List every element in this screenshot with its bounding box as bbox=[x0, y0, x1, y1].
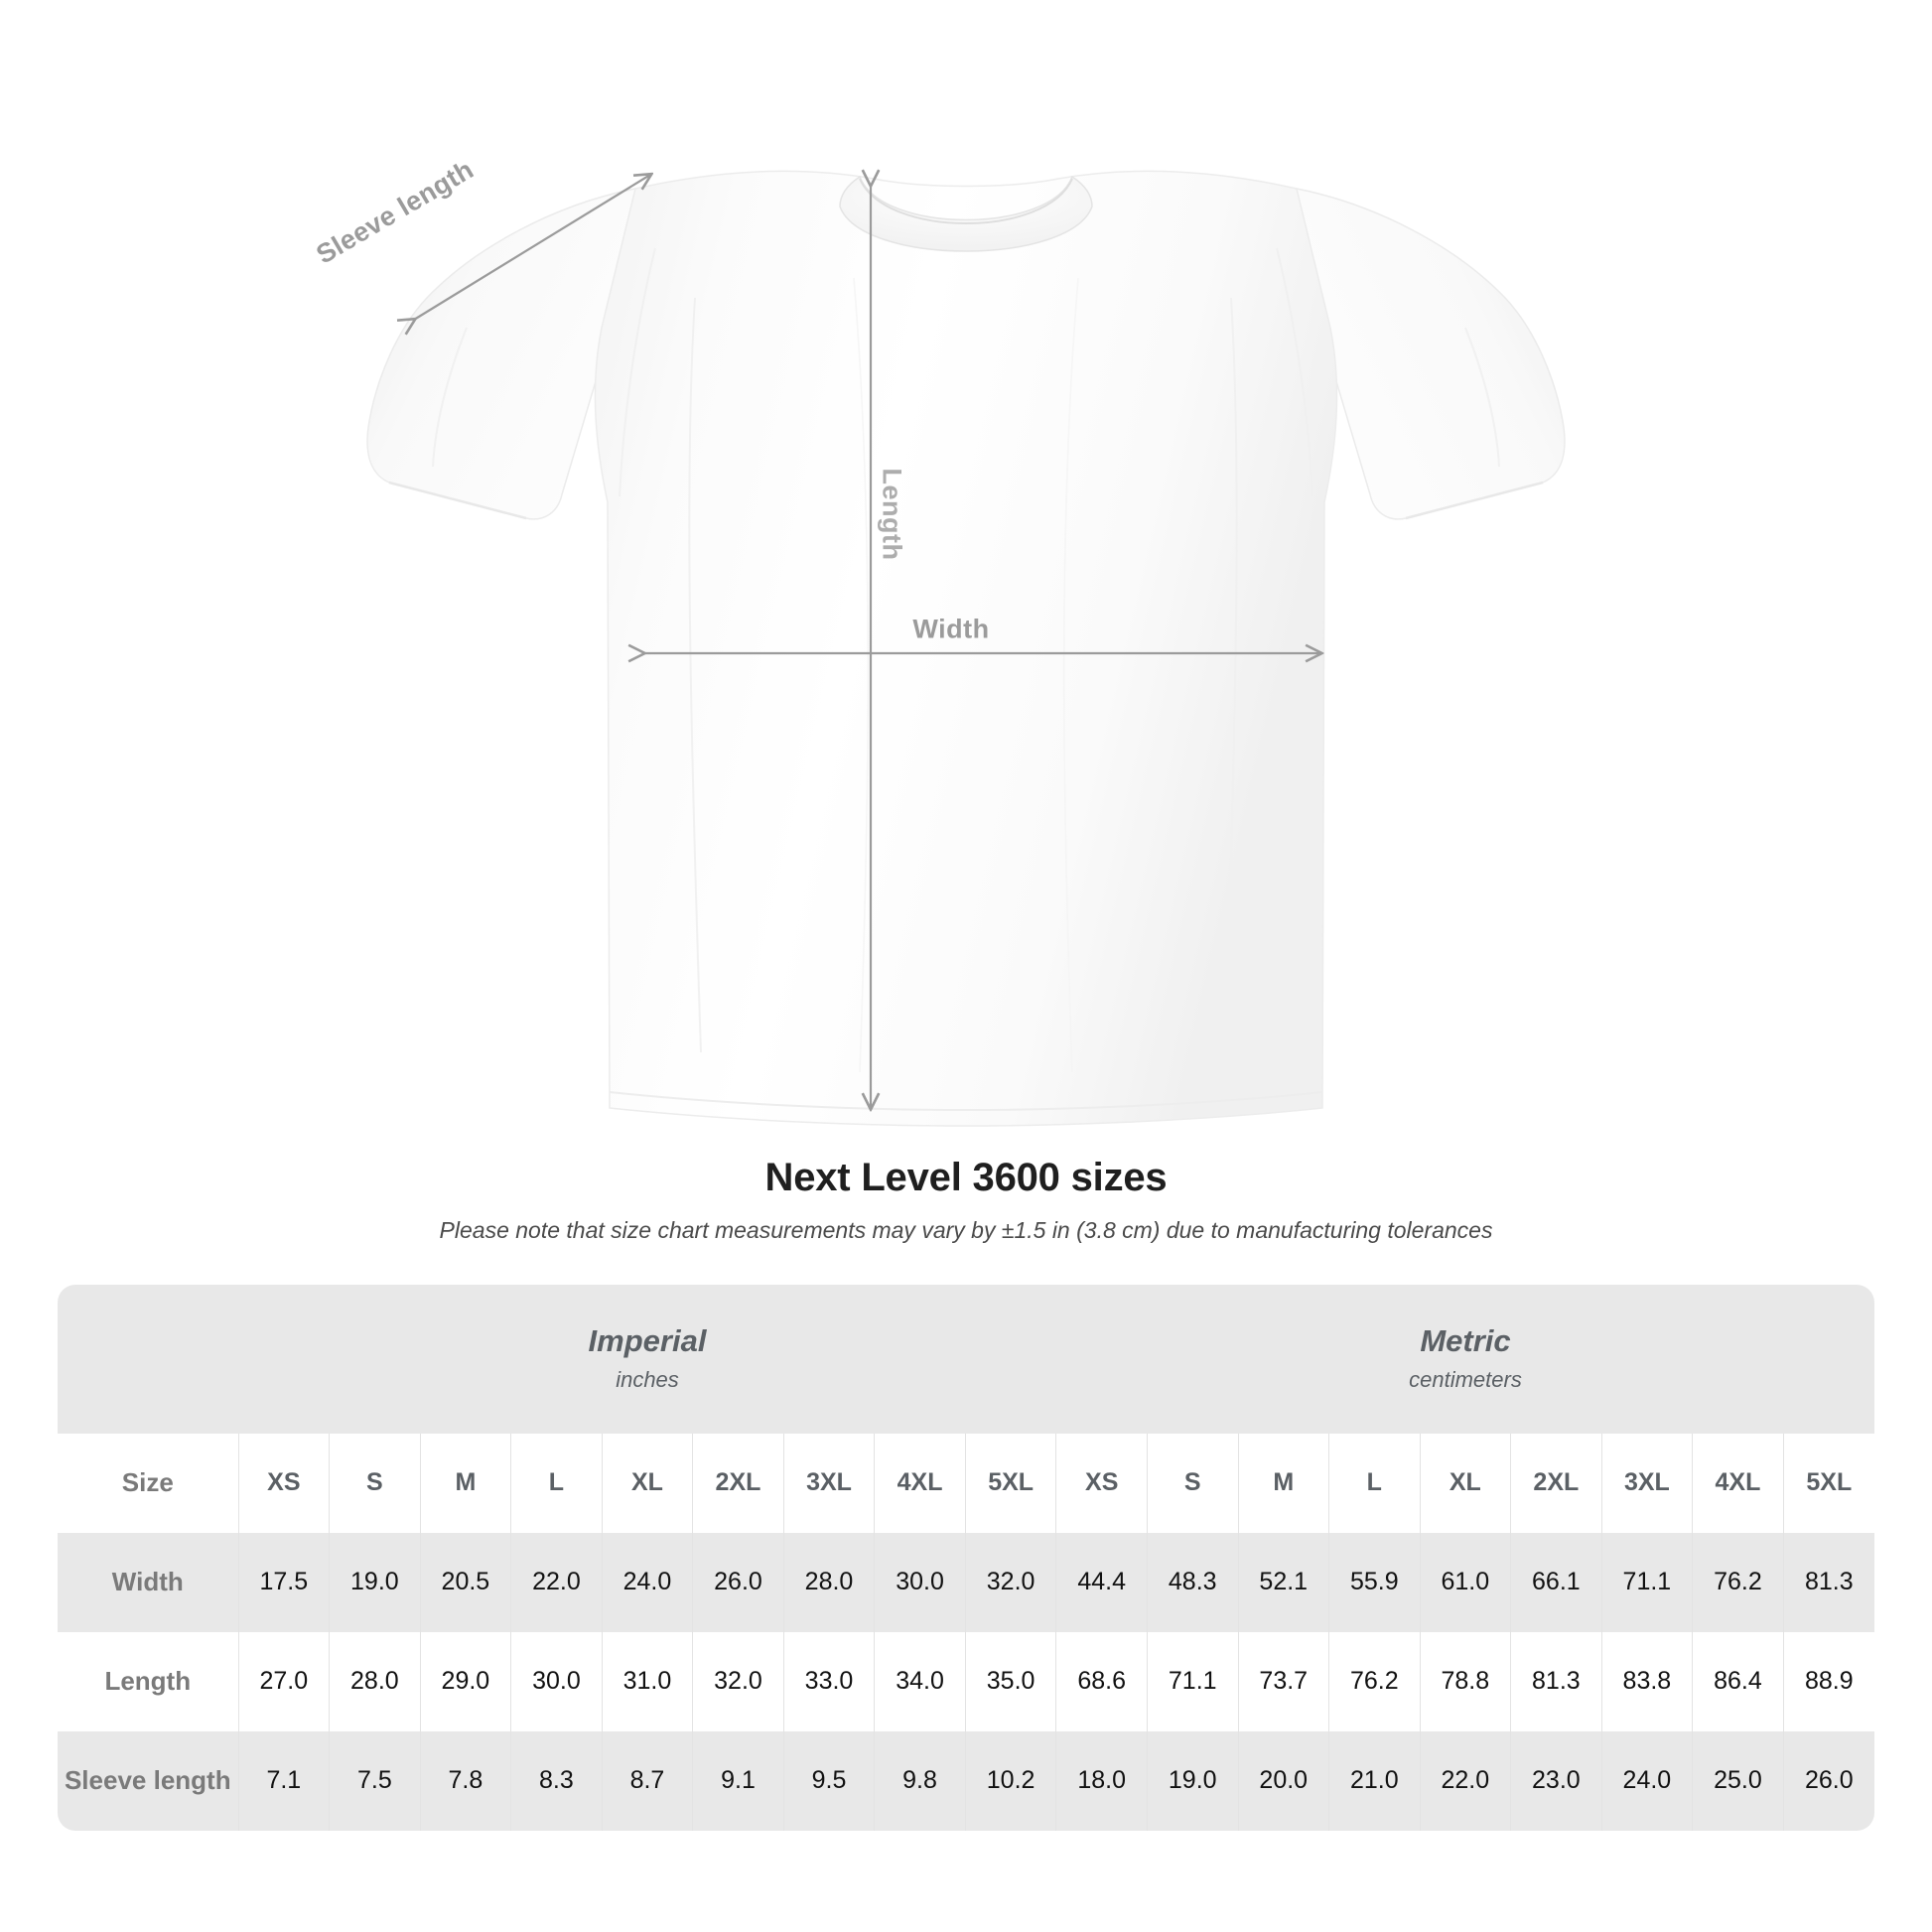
cell-sleeve-metric-xl: 22.0 bbox=[1419, 1730, 1511, 1831]
tshirt-measurement-diagram: Sleeve length Length Width bbox=[311, 154, 1566, 1127]
cell-sleeve-imperial-xl: 8.7 bbox=[601, 1730, 693, 1831]
cell-length-imperial-xs: 27.0 bbox=[237, 1631, 330, 1731]
cell-width-metric-3xl: 71.1 bbox=[1600, 1532, 1693, 1632]
cell-length-imperial-4xl: 34.0 bbox=[874, 1631, 966, 1731]
cell-length-metric-s: 71.1 bbox=[1146, 1631, 1238, 1731]
size-header-metric-xl: XL bbox=[1419, 1433, 1511, 1533]
tolerance-note: Please note that size chart measurements… bbox=[439, 1217, 1493, 1243]
size-header-imperial-4xl: 4XL bbox=[874, 1433, 966, 1533]
size-header-label: Size bbox=[58, 1433, 239, 1533]
cell-width-metric-l: 55.9 bbox=[1328, 1532, 1421, 1632]
size-header-metric-4xl: 4XL bbox=[1692, 1433, 1784, 1533]
cell-width-imperial-3xl: 28.0 bbox=[782, 1532, 875, 1632]
size-header-metric-l: L bbox=[1328, 1433, 1421, 1533]
cell-sleeve-metric-5xl: 26.0 bbox=[1782, 1730, 1874, 1831]
size-header-metric-m: M bbox=[1237, 1433, 1329, 1533]
cell-length-metric-xl: 78.8 bbox=[1419, 1631, 1511, 1731]
cell-sleeve-imperial-3xl: 9.5 bbox=[782, 1730, 875, 1831]
cell-width-metric-4xl: 76.2 bbox=[1692, 1532, 1784, 1632]
cell-sleeve-metric-3xl: 24.0 bbox=[1600, 1730, 1693, 1831]
unit-group-metric-name: Metric bbox=[1420, 1322, 1511, 1358]
cell-width-imperial-xs: 17.5 bbox=[237, 1532, 330, 1632]
size-header-imperial-l: L bbox=[510, 1433, 603, 1533]
cell-length-imperial-s: 28.0 bbox=[329, 1631, 421, 1731]
cell-length-imperial-3xl: 33.0 bbox=[782, 1631, 875, 1731]
size-table-wrapper: Imperial inches Metric centimeters Size … bbox=[58, 1284, 1874, 1831]
page-title: Next Level 3600 sizes bbox=[764, 1156, 1168, 1199]
cell-length-imperial-xl: 31.0 bbox=[601, 1631, 693, 1731]
cell-sleeve-imperial-4xl: 9.8 bbox=[874, 1730, 966, 1831]
cell-width-metric-2xl: 66.1 bbox=[1510, 1532, 1602, 1632]
cell-length-imperial-l: 30.0 bbox=[510, 1631, 603, 1731]
cell-sleeve-metric-s: 19.0 bbox=[1146, 1730, 1238, 1831]
cell-width-metric-xs: 44.4 bbox=[1055, 1532, 1148, 1632]
cell-sleeve-metric-2xl: 23.0 bbox=[1510, 1730, 1602, 1831]
size-header-imperial-xs: XS bbox=[237, 1433, 330, 1533]
size-header-imperial-m: M bbox=[419, 1433, 511, 1533]
size-header-imperial-s: S bbox=[329, 1433, 421, 1533]
length-label: Length bbox=[877, 468, 907, 561]
row-label-width: Width bbox=[58, 1532, 239, 1632]
cell-length-metric-2xl: 81.3 bbox=[1510, 1631, 1602, 1731]
table-row: Sleeve length 7.1 7.5 7.8 8.3 8.7 9.1 9.… bbox=[58, 1730, 1874, 1831]
title-block: Next Level 3600 sizes Please note that s… bbox=[0, 1156, 1932, 1245]
cell-width-imperial-4xl: 30.0 bbox=[874, 1532, 966, 1632]
cell-length-metric-xs: 68.6 bbox=[1055, 1631, 1148, 1731]
cell-sleeve-imperial-xs: 7.1 bbox=[237, 1730, 330, 1831]
cell-length-imperial-m: 29.0 bbox=[419, 1631, 511, 1731]
row-label-sleeve-length: Sleeve length bbox=[58, 1730, 239, 1831]
cell-width-metric-xl: 61.0 bbox=[1419, 1532, 1511, 1632]
cell-width-imperial-5xl: 32.0 bbox=[964, 1532, 1056, 1632]
unit-group-metric-sub: centimeters bbox=[1409, 1366, 1522, 1392]
cell-sleeve-metric-m: 20.0 bbox=[1237, 1730, 1329, 1831]
table-row: Width 17.5 19.0 20.5 22.0 24.0 26.0 28.0… bbox=[58, 1532, 1874, 1632]
size-header-metric-s: S bbox=[1146, 1433, 1238, 1533]
cell-sleeve-imperial-m: 7.8 bbox=[419, 1730, 511, 1831]
cell-sleeve-metric-l: 21.0 bbox=[1328, 1730, 1421, 1831]
size-chart-table: Imperial inches Metric centimeters Size … bbox=[58, 1284, 1874, 1831]
cell-sleeve-imperial-5xl: 10.2 bbox=[964, 1730, 1056, 1831]
size-header-metric-5xl: 5XL bbox=[1782, 1433, 1874, 1533]
cell-sleeve-metric-xs: 18.0 bbox=[1055, 1730, 1148, 1831]
cell-length-metric-m: 73.7 bbox=[1237, 1631, 1329, 1731]
cell-width-imperial-xl: 24.0 bbox=[601, 1532, 693, 1632]
size-header-imperial-xl: XL bbox=[601, 1433, 693, 1533]
cell-width-imperial-s: 19.0 bbox=[329, 1532, 421, 1632]
cell-length-metric-3xl: 83.8 bbox=[1600, 1631, 1693, 1731]
size-header-metric-xs: XS bbox=[1055, 1433, 1148, 1533]
cell-length-metric-4xl: 86.4 bbox=[1692, 1631, 1784, 1731]
size-header-imperial-3xl: 3XL bbox=[782, 1433, 875, 1533]
width-label: Width bbox=[912, 614, 990, 644]
size-header-metric-2xl: 2XL bbox=[1510, 1433, 1602, 1533]
size-header-imperial-5xl: 5XL bbox=[964, 1433, 1056, 1533]
cell-width-imperial-2xl: 26.0 bbox=[692, 1532, 784, 1632]
cell-width-metric-5xl: 81.3 bbox=[1782, 1532, 1874, 1632]
cell-length-imperial-5xl: 35.0 bbox=[964, 1631, 1056, 1731]
row-label-length: Length bbox=[58, 1631, 239, 1731]
cell-length-metric-5xl: 88.9 bbox=[1782, 1631, 1874, 1731]
tshirt-illustration bbox=[366, 170, 1566, 1127]
cell-sleeve-imperial-l: 8.3 bbox=[510, 1730, 603, 1831]
size-header-imperial-2xl: 2XL bbox=[692, 1433, 784, 1533]
cell-length-imperial-2xl: 32.0 bbox=[692, 1631, 784, 1731]
cell-width-metric-m: 52.1 bbox=[1237, 1532, 1329, 1632]
unit-corner-cell bbox=[58, 1284, 239, 1434]
cell-sleeve-imperial-2xl: 9.1 bbox=[692, 1730, 784, 1831]
cell-sleeve-imperial-s: 7.5 bbox=[329, 1730, 421, 1831]
cell-sleeve-metric-4xl: 25.0 bbox=[1692, 1730, 1784, 1831]
size-header-metric-3xl: 3XL bbox=[1600, 1433, 1693, 1533]
unit-group-row: Imperial inches Metric centimeters bbox=[58, 1284, 1874, 1434]
cell-length-metric-l: 76.2 bbox=[1328, 1631, 1421, 1731]
unit-group-imperial-name: Imperial bbox=[588, 1322, 707, 1358]
cell-width-imperial-l: 22.0 bbox=[510, 1532, 603, 1632]
cell-width-metric-s: 48.3 bbox=[1146, 1532, 1238, 1632]
cell-width-imperial-m: 20.5 bbox=[419, 1532, 511, 1632]
unit-group-metric: Metric centimeters bbox=[1055, 1284, 1874, 1434]
unit-group-imperial: Imperial inches bbox=[238, 1284, 1056, 1434]
table-row: Length 27.0 28.0 29.0 30.0 31.0 32.0 33.… bbox=[58, 1631, 1874, 1731]
size-header-row: Size XS S M L XL 2XL 3XL 4XL 5XL XS S M … bbox=[58, 1433, 1874, 1533]
unit-group-imperial-sub: inches bbox=[616, 1366, 679, 1392]
